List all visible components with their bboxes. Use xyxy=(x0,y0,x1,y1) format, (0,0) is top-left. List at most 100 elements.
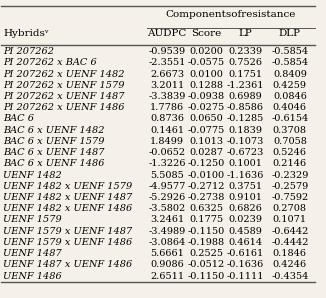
Text: 0.7058: 0.7058 xyxy=(273,137,307,146)
Text: 1.8499: 1.8499 xyxy=(150,137,184,146)
Text: -4.9577: -4.9577 xyxy=(148,182,186,191)
Text: 0.0287: 0.0287 xyxy=(190,148,224,157)
Text: BAC 6: BAC 6 xyxy=(3,114,34,123)
Text: 0.2146: 0.2146 xyxy=(273,159,307,168)
Text: BAC 6 x UENF 1486: BAC 6 x UENF 1486 xyxy=(3,159,105,168)
Text: 0.1071: 0.1071 xyxy=(273,215,307,224)
Text: -0.5854: -0.5854 xyxy=(271,47,308,56)
Text: 0.1288: 0.1288 xyxy=(190,81,224,90)
Text: PI 207262 x BAC 6: PI 207262 x BAC 6 xyxy=(3,58,97,67)
Text: 0.1013: 0.1013 xyxy=(190,137,224,146)
Text: 0.4259: 0.4259 xyxy=(273,81,307,90)
Text: PI 207262 x UENF 1482: PI 207262 x UENF 1482 xyxy=(3,70,125,79)
Text: 0.1751: 0.1751 xyxy=(228,70,262,79)
Text: 0.0650: 0.0650 xyxy=(190,114,224,123)
Text: -0.2738: -0.2738 xyxy=(188,193,225,202)
Text: BAC 6 x UENF 1579: BAC 6 x UENF 1579 xyxy=(3,137,105,146)
Text: 0.1461: 0.1461 xyxy=(150,126,184,135)
Text: UENF 1487 x UENF 1486: UENF 1487 x UENF 1486 xyxy=(3,260,132,269)
Text: UENF 1486: UENF 1486 xyxy=(3,271,62,280)
Text: -0.4442: -0.4442 xyxy=(271,238,309,247)
Text: UENF 1579: UENF 1579 xyxy=(3,215,62,224)
Text: -1.2361: -1.2361 xyxy=(227,81,264,90)
Text: UENF 1482 x UENF 1579: UENF 1482 x UENF 1579 xyxy=(3,182,132,191)
Text: -0.1150: -0.1150 xyxy=(188,227,225,236)
Text: -0.0775: -0.0775 xyxy=(188,126,225,135)
Text: BAC 6 x UENF 1487: BAC 6 x UENF 1487 xyxy=(3,148,105,157)
Text: Componentsofresistance: Componentsofresistance xyxy=(166,10,296,19)
Text: 0.6325: 0.6325 xyxy=(190,204,224,213)
Text: -0.1988: -0.1988 xyxy=(188,238,225,247)
Text: PI 207262: PI 207262 xyxy=(3,47,54,56)
Text: 0.3751: 0.3751 xyxy=(228,182,262,191)
Text: 0.4614: 0.4614 xyxy=(228,238,262,247)
Text: UENF 1482 x UENF 1487: UENF 1482 x UENF 1487 xyxy=(3,193,132,202)
Text: -0.8586: -0.8586 xyxy=(227,103,264,112)
Text: 1.7786: 1.7786 xyxy=(150,103,184,112)
Text: -0.5854: -0.5854 xyxy=(271,58,308,67)
Text: 5.5085: 5.5085 xyxy=(150,170,184,180)
Text: Score: Score xyxy=(191,29,222,38)
Text: -0.1285: -0.1285 xyxy=(227,114,264,123)
Text: 0.1839: 0.1839 xyxy=(229,126,262,135)
Text: UENF 1482 x UENF 1486: UENF 1482 x UENF 1486 xyxy=(3,204,132,213)
Text: 0.3708: 0.3708 xyxy=(273,126,307,135)
Text: 2.6511: 2.6511 xyxy=(150,271,184,280)
Text: 0.9086: 0.9086 xyxy=(150,260,184,269)
Text: -0.6154: -0.6154 xyxy=(271,114,308,123)
Text: 0.2708: 0.2708 xyxy=(273,204,307,213)
Text: 0.0200: 0.0200 xyxy=(190,47,224,56)
Text: UENF 1487: UENF 1487 xyxy=(3,249,62,258)
Text: -0.7592: -0.7592 xyxy=(271,193,308,202)
Text: DLP: DLP xyxy=(279,29,301,38)
Text: -0.6442: -0.6442 xyxy=(271,227,308,236)
Text: -0.1073: -0.1073 xyxy=(227,137,264,146)
Text: -0.2712: -0.2712 xyxy=(188,182,225,191)
Text: -0.0512: -0.0512 xyxy=(188,260,225,269)
Text: -0.1636: -0.1636 xyxy=(227,260,264,269)
Text: UENF 1579 x UENF 1487: UENF 1579 x UENF 1487 xyxy=(3,227,132,236)
Text: -3.0864: -3.0864 xyxy=(148,238,186,247)
Text: 0.4046: 0.4046 xyxy=(273,103,307,112)
Text: 0.9101: 0.9101 xyxy=(229,193,262,202)
Text: UENF 1579 x UENF 1486: UENF 1579 x UENF 1486 xyxy=(3,238,132,247)
Text: 0.8409: 0.8409 xyxy=(273,70,307,79)
Text: -0.0938: -0.0938 xyxy=(188,92,225,101)
Text: -0.1150: -0.1150 xyxy=(188,271,225,280)
Text: 0.6826: 0.6826 xyxy=(229,204,262,213)
Text: -1.1636: -1.1636 xyxy=(227,170,264,180)
Text: BAC 6 x UENF 1482: BAC 6 x UENF 1482 xyxy=(3,126,105,135)
Text: 0.1001: 0.1001 xyxy=(229,159,262,168)
Text: -0.6723: -0.6723 xyxy=(227,148,264,157)
Text: -2.3551: -2.3551 xyxy=(148,58,186,67)
Text: -5.2926: -5.2926 xyxy=(148,193,186,202)
Text: -0.0575: -0.0575 xyxy=(188,58,225,67)
Text: -0.2579: -0.2579 xyxy=(271,182,308,191)
Text: 0.7526: 0.7526 xyxy=(229,58,262,67)
Text: -1.3226: -1.3226 xyxy=(148,159,186,168)
Text: 0.6989: 0.6989 xyxy=(229,92,262,101)
Text: AUDPC: AUDPC xyxy=(147,29,187,38)
Text: 0.1775: 0.1775 xyxy=(190,215,224,224)
Text: LP: LP xyxy=(239,29,252,38)
Text: -3.4989: -3.4989 xyxy=(148,227,186,236)
Text: -0.0275: -0.0275 xyxy=(188,103,225,112)
Text: UENF 1482: UENF 1482 xyxy=(3,170,62,180)
Text: PI 207262 x UENF 1487: PI 207262 x UENF 1487 xyxy=(3,92,125,101)
Text: 0.0100: 0.0100 xyxy=(190,70,224,79)
Text: PI 207262 x UENF 1579: PI 207262 x UENF 1579 xyxy=(3,81,125,90)
Text: 0.0239: 0.0239 xyxy=(229,215,262,224)
Text: 0.8736: 0.8736 xyxy=(150,114,184,123)
Text: -0.1111: -0.1111 xyxy=(227,271,264,280)
Text: 0.5246: 0.5246 xyxy=(273,148,307,157)
Text: 0.2525: 0.2525 xyxy=(190,249,224,258)
Text: -0.0100: -0.0100 xyxy=(188,170,225,180)
Text: 0.1846: 0.1846 xyxy=(273,249,307,258)
Text: PI 207262 x UENF 1486: PI 207262 x UENF 1486 xyxy=(3,103,125,112)
Text: -3.3839: -3.3839 xyxy=(148,92,186,101)
Text: -0.4354: -0.4354 xyxy=(271,271,308,280)
Text: 3.2011: 3.2011 xyxy=(150,81,184,90)
Text: 0.0846: 0.0846 xyxy=(273,92,307,101)
Text: -0.2329: -0.2329 xyxy=(271,170,308,180)
Text: 0.4589: 0.4589 xyxy=(229,227,262,236)
